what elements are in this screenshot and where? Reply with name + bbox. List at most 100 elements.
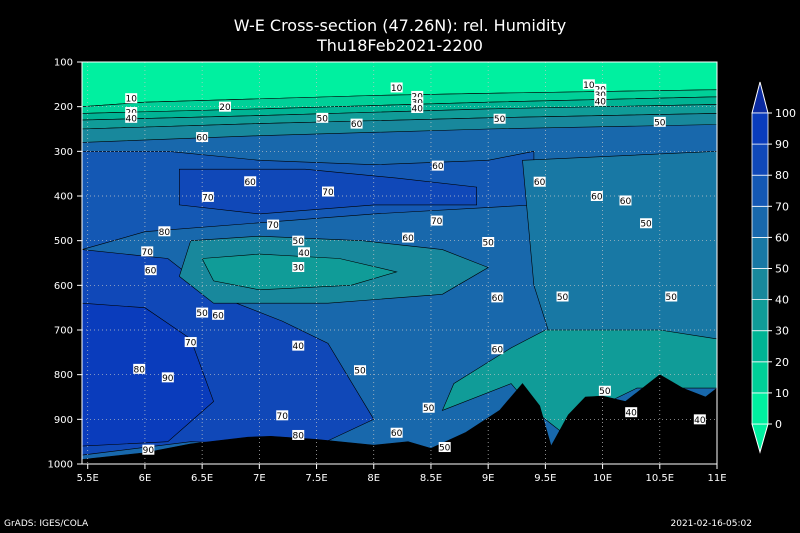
contour-label: 80: [293, 431, 305, 441]
contour-label-box: [297, 247, 310, 258]
contour-label-box: [594, 83, 607, 94]
contour-label: 70: [141, 248, 153, 258]
colorbar-label: 90: [775, 138, 789, 151]
contour-label: 80: [159, 228, 171, 238]
y-tick-label: 300: [54, 147, 73, 158]
plot-frame: [81, 61, 718, 465]
contour-label: 50: [423, 404, 435, 414]
contour-label: 40: [694, 416, 706, 426]
contour-label-box: [201, 191, 214, 202]
contour-label-box: [411, 90, 424, 101]
contour-label: 80: [133, 365, 145, 375]
x-tick-label: 10E: [593, 473, 612, 484]
contour-label: 60: [620, 197, 632, 207]
humidity-field: [81, 61, 718, 465]
contour-label-box: [533, 176, 546, 187]
y-tick-label: 400: [54, 192, 73, 203]
contour-label-box: [276, 410, 289, 421]
x-tick-label: 7E: [253, 473, 266, 484]
contour-label: 40: [625, 409, 637, 419]
contour-label: 20: [219, 103, 231, 113]
contour-label: 60: [534, 178, 546, 188]
contour-label-box: [219, 101, 232, 112]
contour-label-box: [431, 160, 444, 171]
colorbar-label: 10: [775, 387, 789, 400]
colorbar-label: 0: [775, 418, 782, 431]
contour-label: 60: [432, 162, 444, 172]
contour-label-box: [196, 132, 209, 143]
axes: 5.5E 6E 6.5E 7E 7.5E 8E 8.5E 9E 9.5E 10E 10.5E 11E 1…: [48, 58, 727, 485]
colorbar-segment: [751, 112, 769, 145]
x-tick-label: 7.5E: [305, 473, 327, 484]
colorbar-bottom-arrow: [751, 423, 769, 454]
x-tick-label: 8E: [367, 473, 380, 484]
y-tick-label: 500: [54, 236, 73, 247]
contour-label: 40: [412, 105, 424, 115]
chart-title: W-E Cross-section (47.26N): rel. Humidit…: [233, 16, 567, 35]
contour-label-box: [640, 218, 653, 229]
contour-label-box: [141, 246, 154, 257]
contour-label: 70: [202, 193, 214, 203]
contour-label-box: [244, 176, 257, 187]
colorbar-label: 20: [775, 356, 789, 369]
contour-label: 60: [492, 294, 504, 304]
contour-label: 40: [298, 249, 310, 259]
contour-label: 60: [196, 134, 208, 144]
contour-label-box: [411, 103, 424, 114]
contour-label: 60: [492, 346, 504, 356]
x-tick-label: 5.5E: [77, 473, 99, 484]
colorbar-label: 70: [775, 200, 789, 213]
contour-label-box: [493, 113, 506, 124]
contour-label: 50: [317, 114, 329, 124]
colorbar-segment: [751, 205, 769, 238]
colorbar-label: 50: [775, 263, 789, 276]
contour-label-box: [594, 89, 607, 100]
x-tick-label: 6.5E: [191, 473, 213, 484]
contour-label: 90: [162, 374, 174, 384]
y-tick-label: 100: [54, 58, 73, 69]
colorbar-segment: [751, 299, 769, 332]
contour-label-box: [491, 292, 504, 303]
colorbar: 0 10 20 30 40 50 60 70 80 90 100: [751, 81, 796, 454]
colorbar-label: 100: [775, 107, 796, 120]
y-tick-label: 200: [54, 102, 73, 113]
contour-label: 40: [293, 342, 305, 352]
colorbar-segment: [751, 143, 769, 176]
contour-label-box: [556, 291, 569, 302]
contour-label: 10: [391, 84, 403, 94]
colorbar-segment: [751, 268, 769, 301]
contour-labels: 1020204060506010203040102030405050606070…: [125, 79, 706, 456]
contour-label: 70: [185, 339, 197, 349]
contour-label-box: [196, 307, 209, 318]
contour-label-box: [598, 385, 611, 396]
x-tick-label: 9.5E: [534, 473, 556, 484]
contour-label-box: [590, 191, 603, 201]
contour-label-box: [292, 340, 305, 351]
x-tick-label: 10.5E: [645, 473, 674, 484]
contour-label-box: [482, 237, 495, 248]
contour-label-box: [292, 429, 305, 440]
colorbar-label: 30: [775, 325, 789, 338]
contour-label-box: [491, 344, 504, 355]
contour-label-box: [422, 402, 435, 413]
x-tick-label: 11E: [707, 473, 726, 484]
contour-label: 40: [125, 114, 137, 124]
contour-label-box: [144, 265, 157, 276]
contour-label: 50: [666, 293, 678, 303]
contour-label-box: [125, 93, 138, 104]
contour-label-box: [653, 116, 666, 127]
footer-credit: GrADS: IGES/COLA: [4, 519, 89, 529]
contour-label-box: [619, 195, 632, 206]
x-tick-label: 6E: [139, 473, 152, 484]
contour-label-box: [133, 363, 146, 374]
colorbar-label: 80: [775, 169, 789, 182]
contour-label: 40: [595, 97, 607, 107]
contour-label: 50: [354, 367, 366, 377]
y-tick-label: 900: [54, 415, 73, 426]
contour-label-box: [292, 262, 305, 273]
contour-label: 10: [583, 81, 595, 91]
contour-label: 30: [293, 264, 305, 274]
x-tick-label: 8.5E: [420, 473, 442, 484]
contour-label: 50: [196, 309, 208, 319]
contour-label: 50: [482, 239, 494, 249]
